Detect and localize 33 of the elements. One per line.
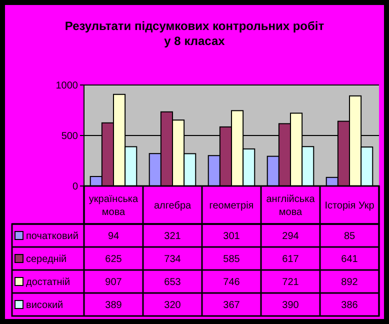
data-label: 617	[282, 254, 300, 265]
chart-title: Результати підсумкових контрольних робіт у 8 класах	[64, 19, 324, 48]
data-label: 746	[223, 277, 240, 288]
data-label: 386	[341, 300, 358, 311]
data-label: 585	[223, 254, 240, 265]
x-tick-label: англійська мова	[266, 194, 316, 218]
data-label: 625	[105, 254, 122, 265]
data-label: 94	[108, 231, 120, 242]
data-label: 321	[164, 231, 182, 242]
x-tick-label: геометрія	[209, 200, 254, 212]
data-label: 641	[341, 254, 358, 265]
data-label: 390	[282, 300, 300, 311]
data-label: 721	[282, 277, 300, 288]
data-label: 320	[164, 300, 182, 311]
legend-label: початковий	[26, 231, 78, 242]
data-label: 367	[223, 300, 240, 311]
y-tick-label: 1000	[56, 80, 78, 92]
data-label: 734	[164, 254, 182, 265]
legend-label: достатній	[26, 277, 70, 288]
x-tick-label: алгебра	[154, 200, 192, 212]
data-label: 892	[341, 277, 358, 288]
data-label: 389	[105, 300, 122, 311]
x-tick-label: українська мова	[88, 194, 139, 218]
y-tick-label: 500	[61, 131, 78, 142]
data-label: 85	[344, 231, 356, 242]
legend-label: середній	[26, 254, 67, 265]
data-label: 294	[282, 231, 300, 242]
legend-label: високий	[26, 300, 64, 311]
data-label: 907	[105, 277, 122, 288]
x-tick-label: Історія Укр	[324, 200, 375, 212]
data-label: 301	[223, 231, 240, 242]
data-label: 653	[164, 277, 182, 288]
y-tick-label: 0	[72, 182, 78, 192]
